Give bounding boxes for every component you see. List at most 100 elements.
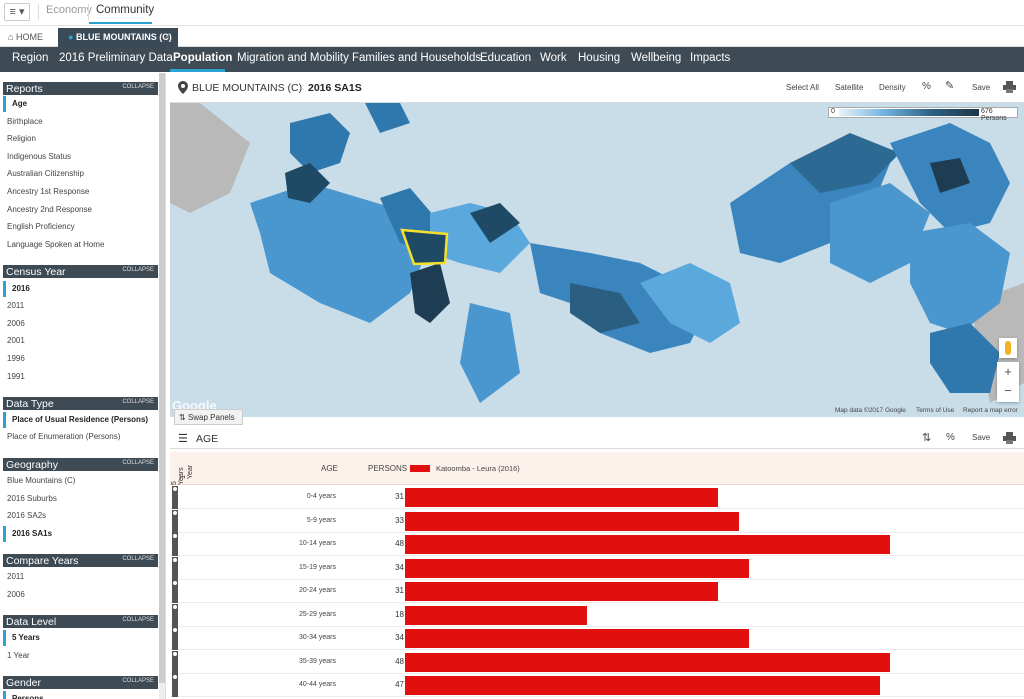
table-row[interactable]: 25-29 years 18 (170, 603, 1024, 627)
row-handle[interactable] (172, 533, 178, 556)
table-row[interactable]: 20-24 years 31 (170, 580, 1024, 603)
tab-economy[interactable]: Economy (46, 4, 92, 16)
map-region[interactable] (285, 163, 330, 203)
row-handle[interactable] (172, 627, 178, 650)
sidebar-item-year-1996[interactable]: 1996 (7, 354, 25, 363)
age-bar[interactable] (405, 511, 739, 531)
sidebar-item-compare-2011[interactable]: 2011 (7, 572, 25, 581)
nav-migration-and-mobility[interactable]: Migration and Mobility (237, 52, 349, 64)
sidebar-item-sa1s[interactable]: 2016 SA1s (3, 526, 158, 542)
sidebar-item-ancestry-2nd[interactable]: Ancestry 2nd Response (7, 205, 92, 214)
age-bar[interactable] (405, 558, 749, 578)
sidebar-item-australian-citizenship[interactable]: Australian Citizenship (7, 169, 84, 178)
age-bar[interactable] (405, 488, 718, 507)
collapse-button[interactable]: COLLAPSE (122, 617, 154, 623)
table-row[interactable]: 0-4 years 31 (170, 486, 1024, 509)
sidebar-item-persons[interactable]: Persons (3, 691, 158, 699)
collapse-button[interactable]: COLLAPSE (122, 556, 154, 562)
row-handle[interactable] (172, 674, 178, 697)
sidebar-item-1-year[interactable]: 1 Year (7, 651, 30, 660)
select-all-button[interactable]: Select All (786, 83, 819, 92)
sidebar-item-language-spoken[interactable]: Language Spoken at Home (7, 240, 105, 249)
nav-work[interactable]: Work (540, 52, 567, 64)
sidebar-item-usual-residence[interactable]: Place of Usual Residence (Persons) (3, 412, 158, 428)
region-tab[interactable]: ● BLUE MOUNTAINS (C) × (58, 28, 178, 47)
terms-link[interactable]: Terms of Use (916, 407, 955, 414)
map-region[interactable] (570, 283, 640, 333)
collapse-button[interactable]: COLLAPSE (122, 267, 154, 273)
age-percent-button[interactable]: % (946, 432, 955, 443)
collapse-button[interactable]: COLLAPSE (122, 399, 154, 405)
nav-impacts[interactable]: Impacts (690, 52, 731, 64)
age-bar[interactable] (405, 605, 587, 625)
density-button[interactable]: Density (879, 83, 906, 92)
sidebar-scrollbar[interactable] (159, 73, 165, 699)
menu-button[interactable]: ≡ ▾ (4, 3, 30, 21)
print-icon[interactable] (1003, 81, 1016, 93)
sidebar-item-blue-mountains[interactable]: Blue Mountains (C) (7, 476, 76, 485)
table-row[interactable]: 30-34 years 34 (170, 627, 1024, 650)
nav-education[interactable]: Education (480, 52, 532, 64)
map-region[interactable] (290, 113, 350, 173)
close-icon[interactable]: × (164, 31, 170, 41)
row-handle[interactable] (172, 580, 178, 603)
map-region[interactable] (790, 133, 900, 193)
row-handle[interactable] (172, 486, 178, 509)
map-region[interactable] (250, 183, 430, 323)
collapse-button[interactable]: COLLAPSE (122, 678, 154, 684)
tab-community[interactable]: Community (96, 4, 155, 16)
sidebar-item-year-2016[interactable]: 2016 (3, 281, 158, 297)
sidebar-item-birthplace[interactable]: Birthplace (7, 117, 43, 126)
row-handle[interactable] (172, 509, 178, 533)
table-row[interactable]: 5-9 years 33 (170, 509, 1024, 533)
report-map-error-link[interactable]: Report a map error (963, 407, 1018, 414)
nav-wellbeing[interactable]: Wellbeing (631, 52, 682, 64)
sidebar-item-year-2011[interactable]: 2011 (7, 301, 25, 310)
satellite-button[interactable]: Satellite (835, 83, 864, 92)
map-regions[interactable] (170, 103, 1024, 417)
map-region[interactable] (470, 203, 520, 243)
table-row[interactable]: 10-14 years 48 (170, 533, 1024, 556)
nav-housing[interactable]: Housing (578, 52, 621, 64)
tab-1-year[interactable]: 1 Year (180, 464, 194, 479)
choropleth-map[interactable] (170, 103, 1024, 417)
map-region[interactable] (930, 158, 970, 193)
zoom-out-button[interactable]: − (1004, 383, 1012, 398)
nav-families-and-households[interactable]: Families and Households (352, 52, 482, 64)
sidebar-item-suburbs[interactable]: 2016 Suburbs (7, 494, 57, 503)
table-row[interactable]: 40-44 years 47 (170, 674, 1024, 697)
age-bar[interactable] (405, 535, 890, 554)
map-region[interactable] (930, 323, 1000, 393)
sidebar-item-year-2006[interactable]: 2006 (7, 319, 25, 328)
age-bar[interactable] (405, 676, 880, 695)
age-bar[interactable] (405, 582, 718, 601)
pegman-icon[interactable] (999, 338, 1017, 358)
collapse-button[interactable]: COLLAPSE (122, 84, 154, 90)
sidebar-item-indigenous-status[interactable]: Indigenous Status (7, 152, 72, 161)
scrollbar-thumb[interactable] (159, 73, 165, 683)
swap-panels-button[interactable]: ⇅ Swap Panels (174, 409, 243, 425)
age-save-button[interactable]: Save (972, 433, 991, 442)
percent-button[interactable]: % (922, 81, 931, 92)
sidebar-item-year-1991[interactable]: 1991 (7, 372, 25, 381)
home-tab[interactable]: ⌂ HOME (0, 28, 56, 47)
nav-2016-preliminary-data[interactable]: 2016 Preliminary Data (59, 52, 173, 64)
zoom-in-button[interactable]: + (1004, 364, 1012, 379)
age-bar[interactable] (405, 629, 749, 648)
nav-population[interactable]: Population (173, 52, 233, 64)
sidebar-item-sa2s[interactable]: 2016 SA2s (7, 511, 47, 520)
sidebar-item-age[interactable]: Age (3, 96, 158, 112)
sidebar-item-religion[interactable]: Religion (7, 134, 36, 143)
collapse-button[interactable]: COLLAPSE (122, 460, 154, 466)
sidebar-item-year-2001[interactable]: 2001 (7, 336, 25, 345)
sidebar-item-english-proficiency[interactable]: English Proficiency (7, 222, 75, 231)
map-region[interactable] (410, 263, 450, 323)
brush-icon[interactable]: ✎ (945, 80, 955, 92)
map-region[interactable] (910, 223, 1010, 333)
print-icon[interactable] (1003, 432, 1016, 444)
sidebar-item-compare-2006[interactable]: 2006 (7, 590, 25, 599)
map-region[interactable] (640, 263, 740, 343)
row-handle[interactable] (172, 556, 178, 580)
row-handle[interactable] (172, 650, 178, 674)
age-bar[interactable] (405, 652, 890, 672)
